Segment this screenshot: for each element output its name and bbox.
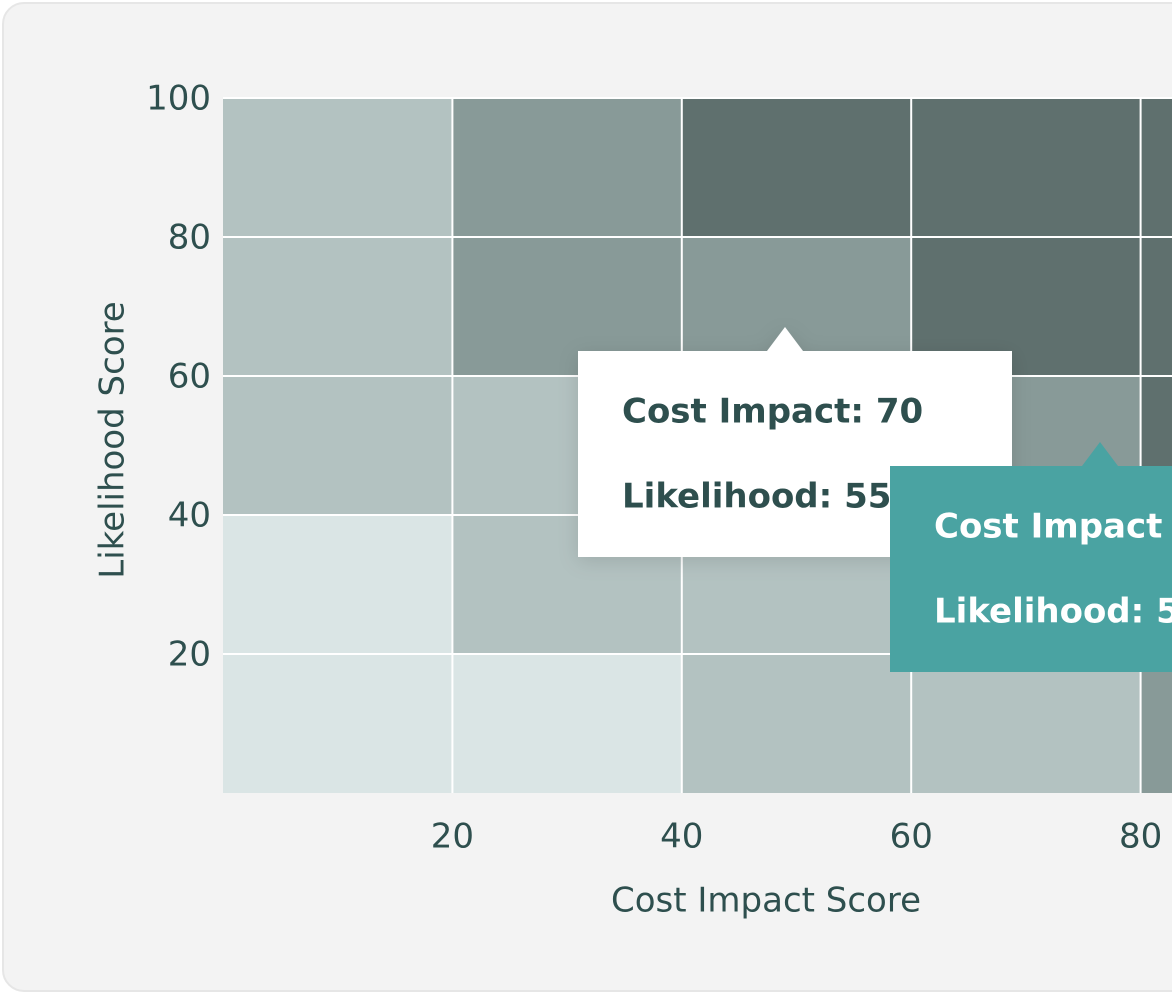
tooltip-box	[890, 442, 1172, 672]
x-tick-label: 40	[660, 817, 703, 857]
heatmap-cell	[681, 98, 912, 237]
heatmap-cell	[681, 654, 912, 793]
tooltip-text: Likelihood: 55	[622, 477, 891, 517]
heatmap-cell	[223, 237, 453, 376]
heatmap-cell	[452, 98, 682, 237]
heatmap-cell	[911, 654, 1141, 793]
heatmap-cell	[223, 376, 453, 515]
x-axis-title: Cost Impact Score	[611, 881, 921, 921]
y-tick-label: 80	[168, 218, 211, 258]
y-tick-label: 40	[168, 496, 211, 536]
heatmap-cell	[223, 515, 453, 654]
x-tick-label: 60	[890, 817, 933, 857]
y-tick-label: 100	[146, 79, 211, 119]
y-tick-label: 20	[168, 635, 211, 675]
heatmap	[223, 98, 1172, 793]
heatmap-cell	[223, 654, 453, 793]
x-tick-label: 20	[431, 817, 474, 857]
tooltip-text: Cost Impact: 70	[622, 392, 923, 432]
heatmap-cell	[452, 654, 682, 793]
heatmap-cell	[1140, 98, 1172, 237]
heatmap-cell	[1140, 237, 1172, 376]
tooltips: Cost Impact: 70 Likelihood: 55 Cost Impact…	[578, 327, 1172, 672]
x-tick-label: 80	[1119, 817, 1162, 857]
tooltip-text: Likelihood: 5	[934, 592, 1172, 632]
tooltip-text: Cost Impact	[934, 507, 1162, 547]
tooltip	[890, 442, 1172, 672]
heatmap-cell	[223, 98, 453, 237]
heatmap-cell	[911, 98, 1141, 237]
y-axis-title: Likelihood Score	[93, 301, 133, 578]
heatmap-cell	[1140, 654, 1172, 793]
y-tick-label: 60	[168, 357, 211, 397]
